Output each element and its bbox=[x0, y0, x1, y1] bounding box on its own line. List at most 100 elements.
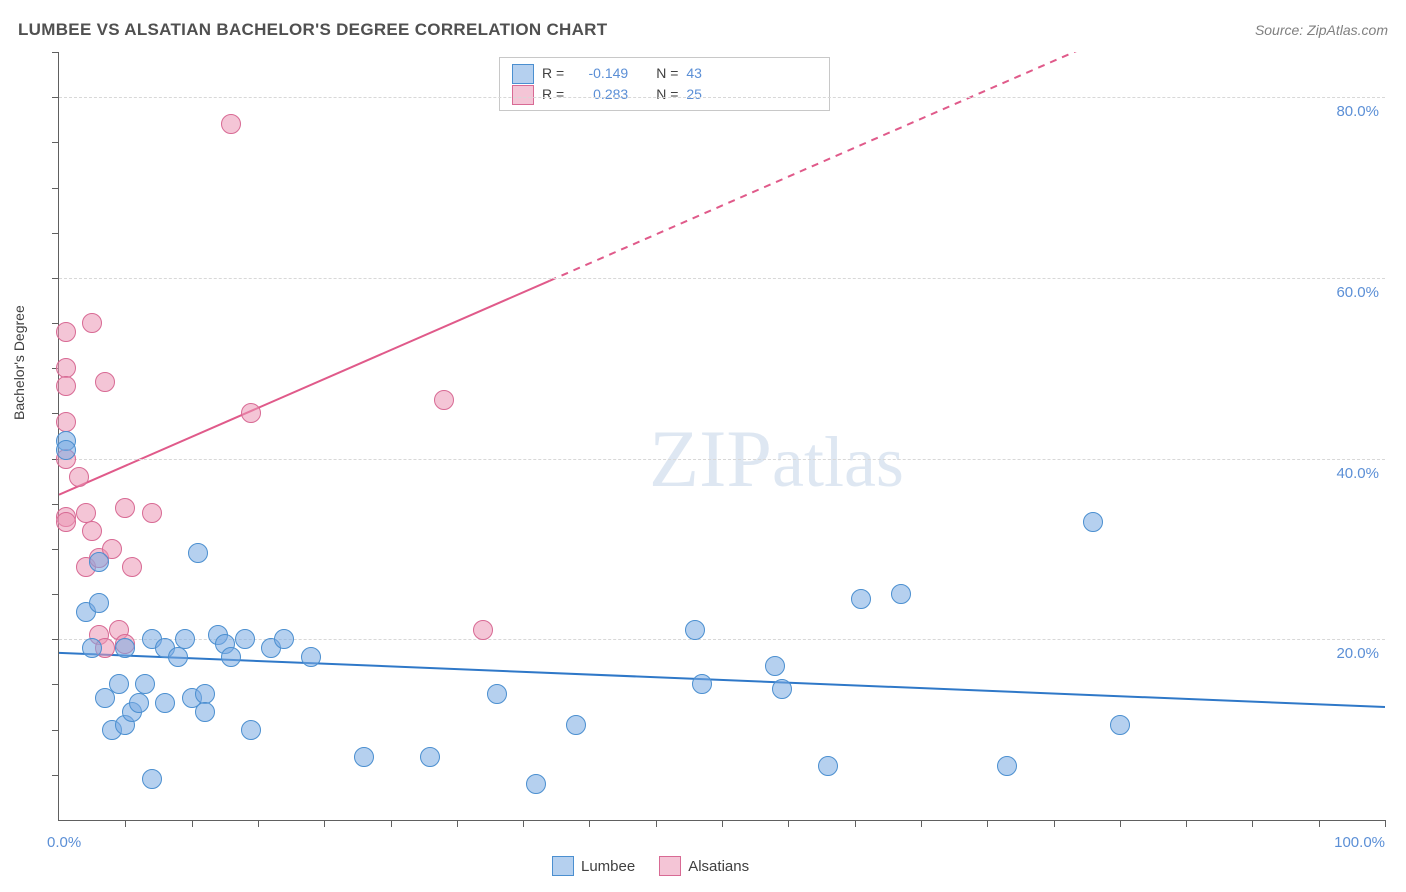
x-tick bbox=[125, 820, 126, 827]
x-tick bbox=[1120, 820, 1121, 827]
x-max-label: 100.0% bbox=[1334, 834, 1385, 851]
y-tick bbox=[52, 142, 59, 143]
lumbee-point bbox=[274, 629, 294, 649]
lumbee-point bbox=[221, 647, 241, 667]
chart-container: Bachelor's Degree ZIPatlas R =-0.149N =4… bbox=[44, 52, 1384, 840]
r-label: R = bbox=[542, 63, 564, 84]
r-value: 0.283 bbox=[572, 84, 628, 105]
lumbee-point bbox=[82, 638, 102, 658]
lumbee-point bbox=[109, 674, 129, 694]
alsatians-point bbox=[56, 358, 76, 378]
lumbee-point bbox=[487, 684, 507, 704]
gridline bbox=[59, 97, 1385, 98]
y-tick-label: 80.0% bbox=[1336, 103, 1379, 120]
x-tick bbox=[1054, 820, 1055, 827]
lumbee-point bbox=[692, 674, 712, 694]
x-tick bbox=[855, 820, 856, 827]
alsatians-point bbox=[82, 313, 102, 333]
x-tick bbox=[192, 820, 193, 827]
y-tick bbox=[52, 594, 59, 595]
y-tick bbox=[52, 684, 59, 685]
lumbee-point bbox=[195, 702, 215, 722]
y-tick bbox=[52, 233, 59, 234]
y-tick bbox=[52, 52, 59, 53]
lumbee-point bbox=[175, 629, 195, 649]
y-tick bbox=[52, 549, 59, 550]
lumbee-point bbox=[115, 638, 135, 658]
y-tick-label: 20.0% bbox=[1336, 645, 1379, 662]
lumbee-point bbox=[168, 647, 188, 667]
alsatians-point bbox=[56, 512, 76, 532]
x-tick bbox=[457, 820, 458, 827]
lumbee-point bbox=[354, 747, 374, 767]
x-tick bbox=[324, 820, 325, 827]
legend-label: Alsatians bbox=[688, 858, 749, 875]
lumbee-trend-solid bbox=[59, 653, 1385, 707]
legend-label: Lumbee bbox=[581, 858, 635, 875]
x-tick bbox=[987, 820, 988, 827]
lumbee-point bbox=[195, 684, 215, 704]
y-tick bbox=[52, 775, 59, 776]
lumbee-point bbox=[89, 552, 109, 572]
x-tick bbox=[1186, 820, 1187, 827]
correlation-legend: R =-0.149N =43R =0.283N =25 bbox=[499, 57, 830, 111]
lumbee-point bbox=[56, 440, 76, 460]
y-tick-label: 40.0% bbox=[1336, 465, 1379, 482]
series-legend: Lumbee Alsatians bbox=[552, 856, 749, 876]
plot-area: ZIPatlas R =-0.149N =43R =0.283N =25 20.… bbox=[58, 52, 1385, 821]
alsatians-point bbox=[56, 412, 76, 432]
chart-title: LUMBEE VS ALSATIAN BACHELOR'S DEGREE COR… bbox=[18, 20, 607, 39]
alsatians-point bbox=[434, 390, 454, 410]
alsatians-trend-solid bbox=[59, 281, 550, 495]
x-tick bbox=[523, 820, 524, 827]
x-min-label: 0.0% bbox=[47, 834, 81, 851]
gridline bbox=[59, 459, 1385, 460]
x-tick bbox=[258, 820, 259, 827]
legend-swatch bbox=[552, 856, 574, 876]
n-value: 25 bbox=[686, 84, 702, 105]
legend-row: R =-0.149N =43 bbox=[512, 63, 817, 84]
lumbee-point bbox=[235, 629, 255, 649]
legend-swatch bbox=[512, 85, 534, 105]
lumbee-point bbox=[997, 756, 1017, 776]
gridline bbox=[59, 278, 1385, 279]
x-tick bbox=[722, 820, 723, 827]
lumbee-point bbox=[765, 656, 785, 676]
legend-swatch bbox=[512, 64, 534, 84]
lumbee-point bbox=[155, 693, 175, 713]
lumbee-point bbox=[420, 747, 440, 767]
alsatians-point bbox=[122, 557, 142, 577]
lumbee-point bbox=[818, 756, 838, 776]
y-tick bbox=[52, 278, 59, 279]
y-tick bbox=[52, 639, 59, 640]
x-tick bbox=[921, 820, 922, 827]
alsatians-point bbox=[56, 376, 76, 396]
lumbee-point bbox=[241, 720, 261, 740]
legend-item: Lumbee bbox=[552, 856, 635, 876]
trend-lines bbox=[59, 52, 1385, 820]
lumbee-point bbox=[89, 593, 109, 613]
chart-header: LUMBEE VS ALSATIAN BACHELOR'S DEGREE COR… bbox=[18, 20, 1388, 50]
y-tick-label: 60.0% bbox=[1336, 284, 1379, 301]
legend-item: Alsatians bbox=[659, 856, 749, 876]
x-tick bbox=[1252, 820, 1253, 827]
y-tick bbox=[52, 504, 59, 505]
alsatians-point bbox=[76, 503, 96, 523]
gridline bbox=[59, 639, 1385, 640]
lumbee-point bbox=[301, 647, 321, 667]
x-tick bbox=[1385, 820, 1386, 827]
alsatians-point bbox=[82, 521, 102, 541]
lumbee-point bbox=[1083, 512, 1103, 532]
x-tick bbox=[589, 820, 590, 827]
lumbee-point bbox=[142, 769, 162, 789]
alsatians-point bbox=[115, 498, 135, 518]
lumbee-point bbox=[526, 774, 546, 794]
y-axis-label: Bachelor's Degree bbox=[11, 305, 27, 420]
alsatians-point bbox=[241, 403, 261, 423]
x-tick bbox=[391, 820, 392, 827]
alsatians-point bbox=[56, 322, 76, 342]
lumbee-point bbox=[851, 589, 871, 609]
alsatians-point bbox=[221, 114, 241, 134]
lumbee-point bbox=[891, 584, 911, 604]
alsatians-point bbox=[142, 503, 162, 523]
